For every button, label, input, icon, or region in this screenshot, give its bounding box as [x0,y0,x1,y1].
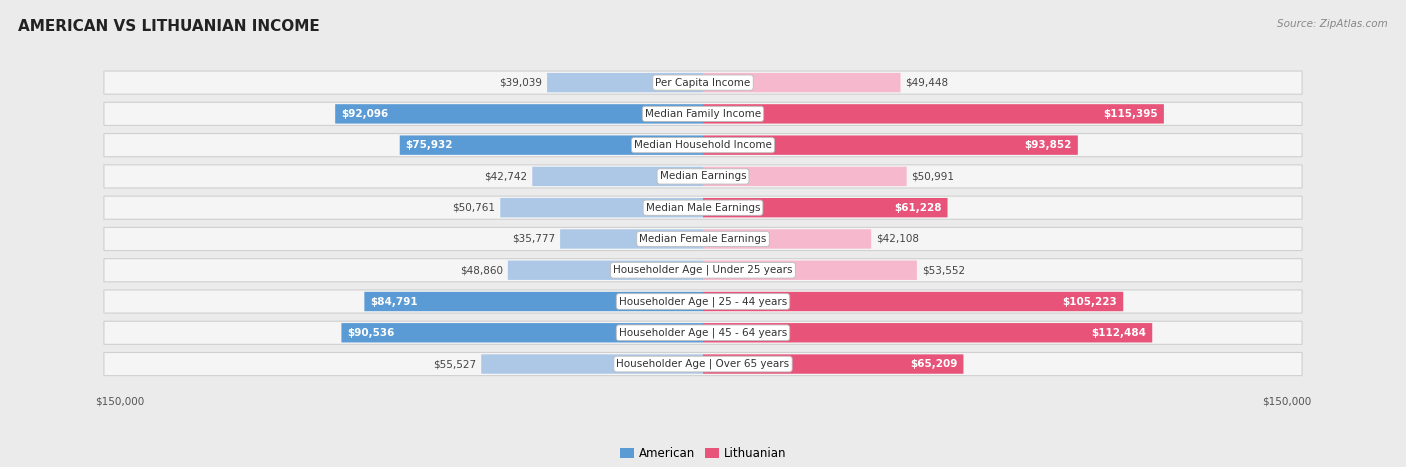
Text: $61,228: $61,228 [894,203,942,212]
FancyBboxPatch shape [508,261,703,280]
FancyBboxPatch shape [481,354,703,374]
FancyBboxPatch shape [104,353,1302,375]
Text: $115,395: $115,395 [1104,109,1159,119]
FancyBboxPatch shape [104,196,1302,219]
Text: $65,209: $65,209 [910,359,957,369]
FancyBboxPatch shape [703,354,963,374]
FancyBboxPatch shape [703,135,1078,155]
Text: Median Male Earnings: Median Male Earnings [645,203,761,212]
FancyBboxPatch shape [104,321,1302,344]
Text: $150,000: $150,000 [96,396,145,407]
Text: $84,791: $84,791 [370,297,418,306]
Text: $93,852: $93,852 [1025,140,1071,150]
Text: $55,527: $55,527 [433,359,477,369]
FancyBboxPatch shape [104,71,1302,94]
FancyBboxPatch shape [703,198,948,217]
Text: $50,761: $50,761 [453,203,495,212]
FancyBboxPatch shape [364,292,703,311]
Text: $50,991: $50,991 [911,171,955,181]
FancyBboxPatch shape [104,227,1302,250]
Text: $150,000: $150,000 [1261,396,1310,407]
Text: $75,932: $75,932 [406,140,453,150]
FancyBboxPatch shape [703,229,872,248]
FancyBboxPatch shape [104,102,1302,126]
FancyBboxPatch shape [703,261,917,280]
FancyBboxPatch shape [399,135,703,155]
FancyBboxPatch shape [703,292,1123,311]
Text: $90,536: $90,536 [347,328,395,338]
FancyBboxPatch shape [547,73,703,92]
Text: Householder Age | 25 - 44 years: Householder Age | 25 - 44 years [619,296,787,307]
Text: Source: ZipAtlas.com: Source: ZipAtlas.com [1277,19,1388,28]
Text: $92,096: $92,096 [342,109,388,119]
Text: Median Female Earnings: Median Female Earnings [640,234,766,244]
FancyBboxPatch shape [335,104,703,124]
Text: $112,484: $112,484 [1091,328,1146,338]
Text: Householder Age | Over 65 years: Householder Age | Over 65 years [616,359,790,369]
FancyBboxPatch shape [342,323,703,342]
Text: $105,223: $105,223 [1063,297,1118,306]
Text: Median Earnings: Median Earnings [659,171,747,181]
FancyBboxPatch shape [501,198,703,217]
FancyBboxPatch shape [703,104,1164,124]
FancyBboxPatch shape [703,167,907,186]
Text: Per Capita Income: Per Capita Income [655,78,751,88]
Text: $48,860: $48,860 [460,265,503,275]
Text: $39,039: $39,039 [499,78,543,88]
Text: $35,777: $35,777 [512,234,555,244]
FancyBboxPatch shape [104,134,1302,157]
FancyBboxPatch shape [533,167,703,186]
Text: $49,448: $49,448 [905,78,949,88]
FancyBboxPatch shape [104,165,1302,188]
FancyBboxPatch shape [104,259,1302,282]
Text: $53,552: $53,552 [922,265,965,275]
Text: Median Household Income: Median Household Income [634,140,772,150]
FancyBboxPatch shape [703,73,900,92]
Text: $42,108: $42,108 [876,234,920,244]
Text: Householder Age | Under 25 years: Householder Age | Under 25 years [613,265,793,276]
Text: Median Family Income: Median Family Income [645,109,761,119]
Legend: American, Lithuanian: American, Lithuanian [616,442,790,465]
Text: AMERICAN VS LITHUANIAN INCOME: AMERICAN VS LITHUANIAN INCOME [18,19,321,34]
Text: Householder Age | 45 - 64 years: Householder Age | 45 - 64 years [619,327,787,338]
FancyBboxPatch shape [703,323,1153,342]
FancyBboxPatch shape [560,229,703,248]
Text: $42,742: $42,742 [485,171,527,181]
FancyBboxPatch shape [104,290,1302,313]
